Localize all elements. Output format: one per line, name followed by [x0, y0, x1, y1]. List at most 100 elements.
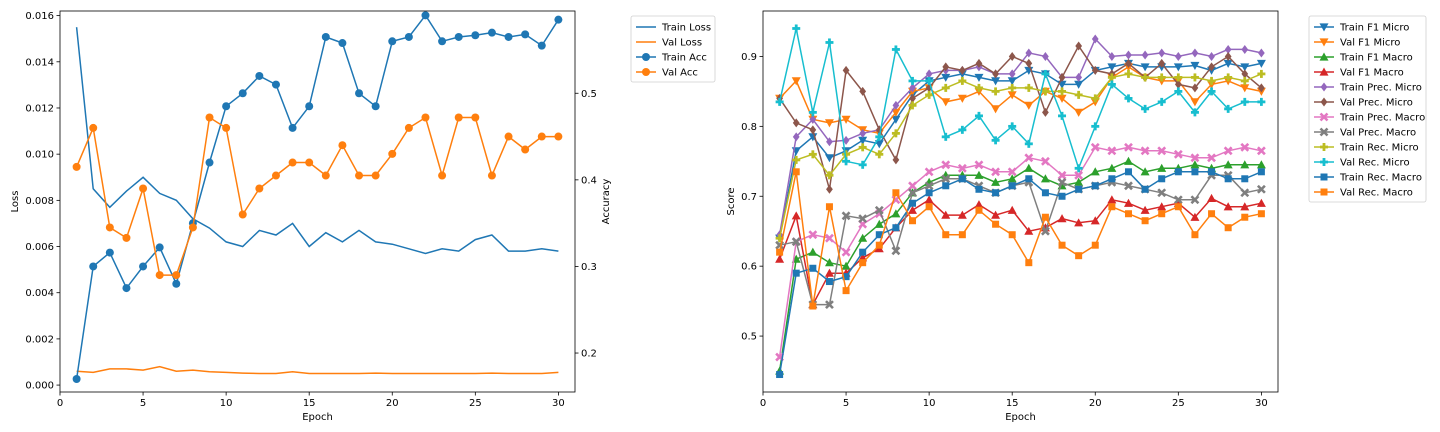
data-point [1190, 212, 1200, 221]
data-point [776, 371, 784, 379]
data-point [72, 162, 81, 171]
y-tick-label: 0.006 [25, 242, 54, 253]
data-point [891, 108, 901, 117]
data-point [1008, 69, 1016, 79]
data-point [891, 129, 900, 138]
data-point [1074, 90, 1083, 99]
data-point [1141, 73, 1150, 82]
series-val-rec-macro [776, 168, 1265, 310]
x-tick-label: 30 [552, 398, 565, 409]
data-point [1057, 94, 1067, 103]
legend-item-train-rec-micro: Train Rec. Micro [1314, 143, 1419, 154]
legend-label: Train Prec. Micro [1339, 83, 1422, 94]
data-point [809, 125, 817, 135]
data-point [1074, 108, 1084, 117]
data-point [355, 171, 364, 180]
data-point [454, 113, 463, 122]
y2-tick-label: 0.5 [581, 89, 597, 100]
data-point [1191, 83, 1199, 93]
legend-item-train-prec-macro: Train Prec. Macro [1314, 113, 1425, 124]
data-point [1007, 205, 1017, 214]
y-tick-label: 0.012 [25, 103, 54, 114]
data-point [1091, 34, 1099, 44]
data-point [438, 37, 447, 46]
data-point [504, 132, 513, 141]
data-point [809, 302, 817, 310]
y-tick-label: 0.9 [741, 52, 757, 63]
data-point [1024, 139, 1033, 148]
data-point [1208, 62, 1215, 72]
data-point [139, 262, 148, 271]
series-train-rec-micro [775, 69, 1266, 243]
data-point [1075, 252, 1083, 260]
data-point [1173, 149, 1183, 159]
x-axis-label: Epoch [1005, 412, 1036, 423]
data-point [521, 145, 530, 154]
legend-marker [1319, 67, 1329, 76]
data-point [808, 108, 817, 117]
data-point [941, 210, 951, 219]
data-point [859, 128, 867, 138]
data-point [1174, 79, 1182, 89]
y-tick-label: 0.010 [25, 150, 54, 161]
data-point [1190, 73, 1199, 82]
data-point [1007, 91, 1017, 100]
series-group [775, 24, 1266, 379]
x-tick-label: 5 [843, 398, 849, 409]
data-point [438, 171, 447, 180]
data-point [122, 233, 131, 242]
data-point [1190, 61, 1200, 71]
data-point [791, 77, 801, 86]
data-point [1058, 192, 1066, 200]
legend-label: Val Loss [662, 38, 702, 49]
data-point [1190, 160, 1200, 169]
data-point [421, 11, 430, 20]
series-train-loss [75, 27, 559, 255]
data-point [825, 38, 834, 47]
data-point [1190, 98, 1200, 107]
data-point [238, 210, 247, 219]
data-point [826, 184, 833, 194]
data-point [388, 149, 397, 158]
series-val-acc [72, 113, 563, 280]
data-point [1141, 217, 1149, 225]
x-tick-label: 25 [1172, 398, 1185, 409]
data-point [808, 247, 818, 256]
legend-label: Train F1 Micro [1339, 23, 1409, 34]
data-point [1258, 48, 1265, 58]
y-axis-label: Loss [10, 191, 21, 213]
data-point [842, 135, 850, 145]
data-point [991, 136, 1000, 145]
data-point [1042, 51, 1049, 61]
data-point [1024, 153, 1034, 163]
data-point [1224, 44, 1232, 54]
data-point [1107, 73, 1116, 82]
data-point [909, 93, 916, 103]
data-point [891, 45, 900, 54]
data-point [1107, 146, 1117, 156]
series-line-train-loss [75, 27, 559, 255]
data-point [891, 209, 901, 218]
series-line-train-prec-micro [778, 37, 1262, 235]
data-point [908, 205, 918, 214]
y-tick-label: 0.8 [741, 122, 757, 133]
data-point [1191, 168, 1199, 176]
data-point [974, 200, 984, 209]
data-point [421, 113, 430, 122]
data-point [1140, 167, 1150, 176]
data-point [1256, 146, 1266, 156]
series-train-rec-macro [776, 168, 1265, 379]
data-point [859, 86, 867, 96]
data-point [1158, 175, 1166, 183]
series-line-train-f1-micro [778, 62, 1262, 239]
data-point [1191, 48, 1199, 58]
data-point [908, 101, 917, 110]
legend-marker [1319, 23, 1329, 32]
data-point [824, 154, 834, 163]
y-tick-label: 0.5 [741, 332, 757, 343]
y2-tick-label: 0.3 [581, 262, 597, 273]
data-point [1057, 170, 1067, 180]
data-point [974, 160, 984, 170]
data-point [1074, 177, 1084, 186]
data-point [271, 80, 280, 89]
